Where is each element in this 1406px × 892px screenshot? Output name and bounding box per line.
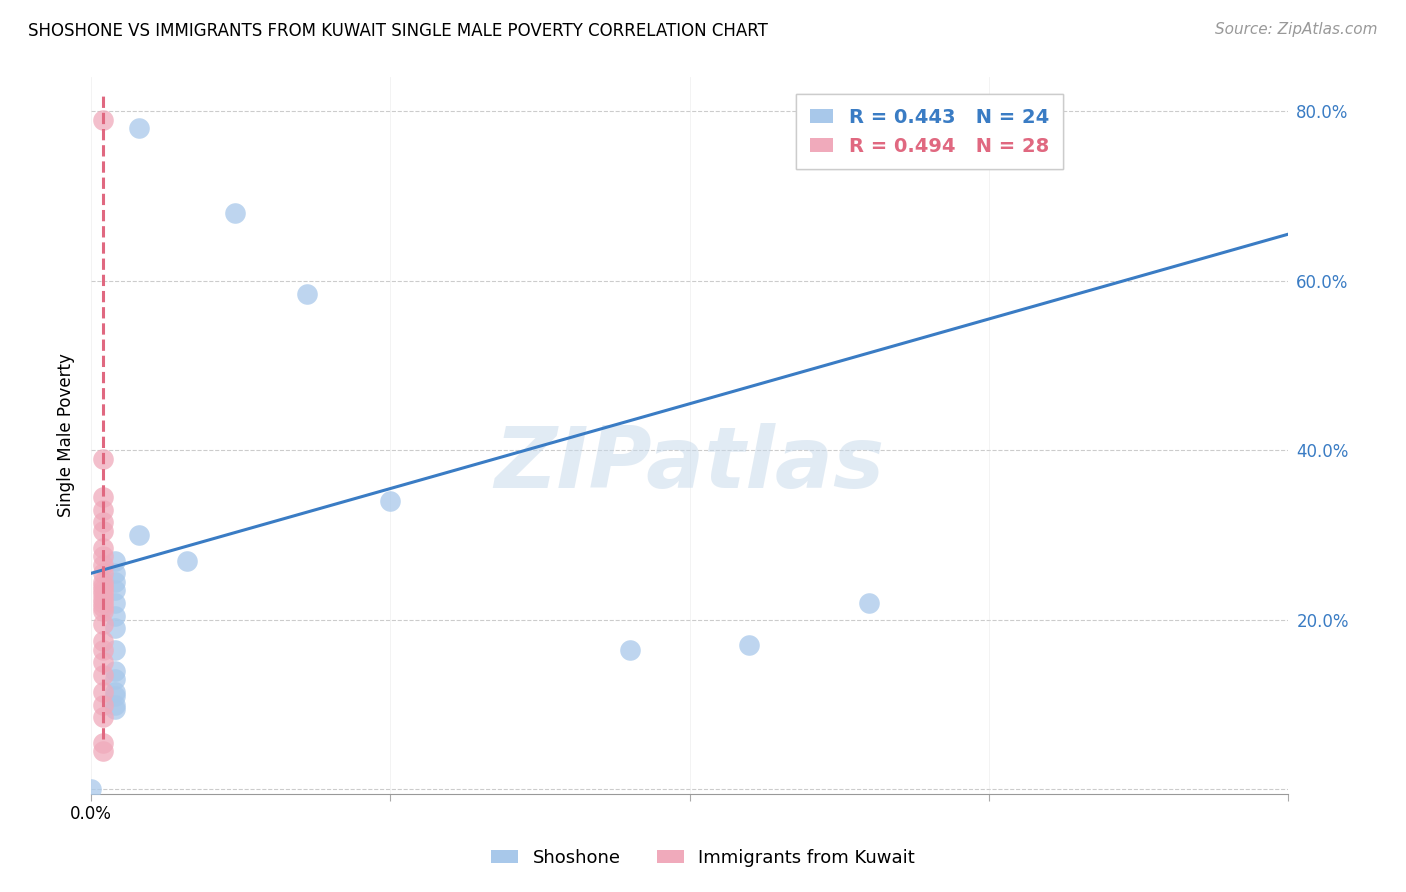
Point <box>104 566 127 581</box>
Point <box>104 621 127 635</box>
Point <box>91 502 114 516</box>
Point <box>91 744 114 758</box>
Point <box>91 583 114 598</box>
Point <box>104 642 127 657</box>
Point <box>80 782 103 797</box>
Point <box>91 596 114 610</box>
Point <box>104 553 127 567</box>
Point <box>104 664 127 678</box>
Point <box>91 600 114 615</box>
Point <box>91 516 114 530</box>
Point <box>91 574 114 589</box>
Point <box>104 698 127 712</box>
Text: Source: ZipAtlas.com: Source: ZipAtlas.com <box>1215 22 1378 37</box>
Point <box>380 494 402 508</box>
Point <box>91 591 114 606</box>
Point <box>104 702 127 716</box>
Point <box>91 604 114 618</box>
Point <box>91 451 114 466</box>
Point <box>176 553 198 567</box>
Point <box>91 710 114 724</box>
Point <box>91 587 114 601</box>
Point <box>104 608 127 623</box>
Point <box>91 655 114 669</box>
Point <box>91 698 114 712</box>
Point <box>295 286 318 301</box>
Point <box>104 583 127 598</box>
Legend: Shoshone, Immigrants from Kuwait: Shoshone, Immigrants from Kuwait <box>484 842 922 874</box>
Text: ZIPatlas: ZIPatlas <box>495 423 884 506</box>
Point <box>91 668 114 682</box>
Point <box>738 638 761 652</box>
Point <box>91 617 114 632</box>
Point <box>91 579 114 593</box>
Point <box>224 206 246 220</box>
Point <box>104 685 127 699</box>
Point <box>91 736 114 750</box>
Point <box>91 541 114 555</box>
Point <box>104 574 127 589</box>
Point <box>858 596 880 610</box>
Point <box>91 112 114 127</box>
Point <box>91 642 114 657</box>
Y-axis label: Single Male Poverty: Single Male Poverty <box>58 353 75 517</box>
Point <box>104 672 127 686</box>
Point <box>128 528 150 542</box>
Text: SHOSHONE VS IMMIGRANTS FROM KUWAIT SINGLE MALE POVERTY CORRELATION CHART: SHOSHONE VS IMMIGRANTS FROM KUWAIT SINGL… <box>28 22 768 40</box>
Point <box>91 685 114 699</box>
Point <box>91 634 114 648</box>
Point <box>128 121 150 136</box>
Point <box>91 549 114 564</box>
Point <box>91 558 114 572</box>
Point <box>91 490 114 504</box>
Point <box>104 689 127 703</box>
Legend: R = 0.443   N = 24, R = 0.494   N = 28: R = 0.443 N = 24, R = 0.494 N = 28 <box>796 95 1063 169</box>
Point <box>91 566 114 581</box>
Point <box>619 642 641 657</box>
Point <box>91 524 114 538</box>
Point <box>104 596 127 610</box>
